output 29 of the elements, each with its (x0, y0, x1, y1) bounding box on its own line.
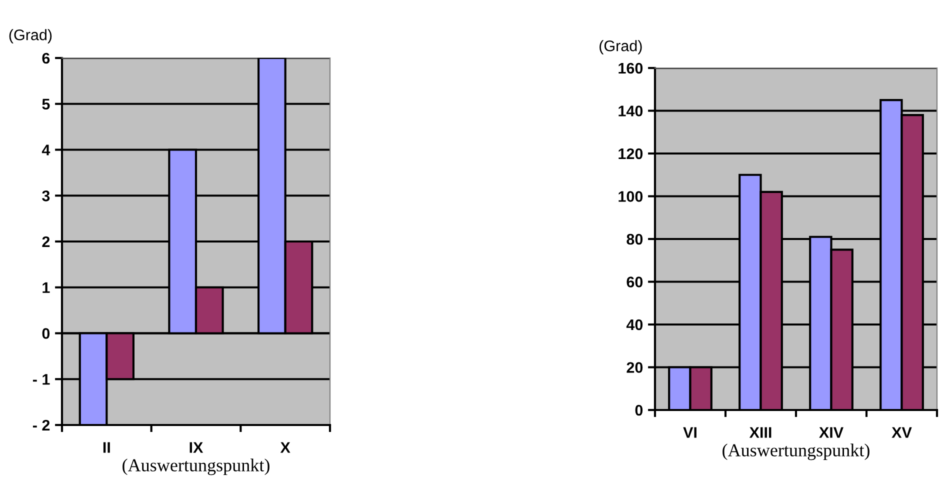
y-tick-label: 20 (626, 362, 643, 373)
y-tick-label: - 2 (32, 420, 50, 431)
y-tick-label: 1 (42, 282, 50, 293)
x-tick-label: X (280, 442, 290, 453)
x-tick-label: XIV (819, 427, 844, 438)
y-tick-label: 120 (618, 148, 643, 160)
y-tick-label: 0 (42, 328, 50, 339)
y-tick-label: 60 (626, 276, 643, 288)
x-tick-label: IX (190, 442, 204, 453)
y-tick-label: 5 (42, 98, 50, 110)
y-tick-label: 0 (635, 404, 643, 416)
y-tick-label: 100 (618, 191, 643, 202)
x-tick-label: VI (683, 427, 696, 438)
x-tick-label: XIII (749, 427, 772, 438)
y-axis-title: (Grad) (9, 29, 52, 44)
x-axis-title: (Auswertungspunkt) (722, 444, 870, 460)
y-tick-label: 4 (42, 144, 50, 156)
x-tick-label: XV (892, 427, 912, 438)
y-tick-label: 6 (42, 52, 50, 64)
y-tick-label: 2 (42, 236, 50, 248)
y-tick-label: 80 (626, 234, 643, 245)
y-axis-title: (Grad) (600, 40, 642, 54)
x-axis-title: (Auswertungspunkt) (122, 458, 270, 476)
y-tick-label: 160 (618, 62, 643, 74)
y-tick-label: 40 (626, 319, 643, 330)
y-tick-label: 3 (42, 190, 50, 202)
y-tick-label: - 1 (32, 374, 50, 385)
y-tick-label: 140 (618, 106, 643, 116)
x-tick-label: II (103, 442, 110, 453)
